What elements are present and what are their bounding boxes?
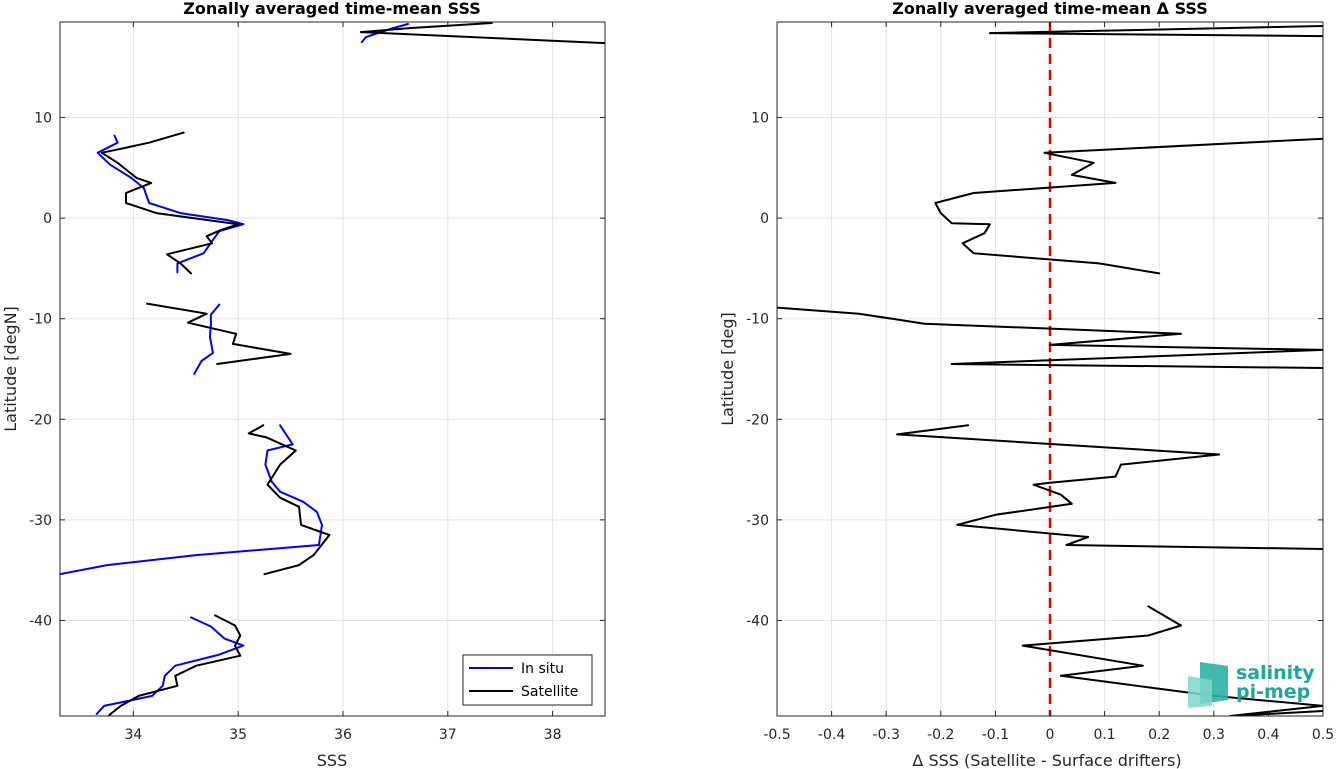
right-x-tick-label: 0.4 bbox=[1257, 727, 1279, 743]
left-series-satellite-segment-1 bbox=[100, 131, 240, 275]
left-y-axis-label: Latitude [degN] bbox=[1, 306, 20, 432]
left-y-tick-label: -30 bbox=[29, 513, 52, 529]
left-series-in-situ-segment-4 bbox=[95, 616, 245, 715]
right-series-delta-sss-segment-3 bbox=[896, 424, 1323, 550]
left-y-tick-label: -40 bbox=[29, 613, 52, 629]
logo-line1: salinity bbox=[1236, 662, 1315, 684]
legend-satellite-label: Satellite bbox=[521, 684, 578, 700]
left-plot-area bbox=[60, 22, 605, 716]
left-series-in-situ-segment-2 bbox=[193, 303, 221, 375]
right-series-delta-sss-segment-1 bbox=[934, 137, 1323, 275]
logo-wave-icon bbox=[1188, 676, 1212, 708]
right-chart-title: Zonally averaged time-mean Δ SSS bbox=[892, 0, 1208, 18]
right-x-tick-label: -0.2 bbox=[927, 727, 954, 743]
right-y-tick-label: -40 bbox=[746, 613, 769, 629]
left-axes-frame bbox=[59, 21, 606, 717]
left-series-satellite-segment-0 bbox=[359, 22, 605, 45]
left-series-satellite-segment-2 bbox=[146, 302, 292, 365]
left-x-tick-label: 36 bbox=[334, 727, 352, 743]
left-y-tick-label: 10 bbox=[34, 111, 52, 127]
salinity-pimep-logo: salinity pi-mep bbox=[1188, 662, 1315, 708]
right-chart: -0.5 -0.4 -0.3 -0.2 -0.1 0 0.1 0.2 0.3 0.4 0.5 -40 -… bbox=[718, 0, 1334, 769]
left-chart-title: Zonally averaged time-mean SSS bbox=[183, 0, 481, 18]
legend: In situ Satellite bbox=[462, 654, 593, 706]
left-y-tick-label: 0 bbox=[43, 211, 52, 227]
right-y-tick-label: -20 bbox=[746, 412, 769, 428]
left-x-tick-label: 38 bbox=[544, 727, 562, 743]
left-series-satellite-segment-3 bbox=[247, 424, 331, 576]
right-x-tick-label: 0.5 bbox=[1312, 727, 1334, 743]
right-x-tick-label: -0.5 bbox=[763, 727, 790, 743]
right-x-tick-label: -0.4 bbox=[818, 727, 845, 743]
legend-in-situ-label: In situ bbox=[521, 661, 564, 677]
right-x-tick-label: -0.1 bbox=[982, 727, 1009, 743]
left-x-axis-label: SSS bbox=[317, 751, 347, 769]
right-x-tick-label: 0 bbox=[1046, 727, 1055, 743]
left-y-tick-label: -20 bbox=[29, 412, 52, 428]
right-x-tick-label: 0.3 bbox=[1203, 727, 1225, 743]
right-y-axis-label: Latitude [deg] bbox=[718, 312, 737, 426]
logo-line2: pi-mep bbox=[1236, 681, 1310, 703]
left-x-tick-label: 35 bbox=[229, 727, 247, 743]
left-series-in-situ-segment-3 bbox=[60, 424, 323, 576]
right-y-tick-label: -10 bbox=[746, 312, 769, 328]
left-x-tick-label: 34 bbox=[124, 727, 142, 743]
right-series-delta-sss-segment-0 bbox=[988, 25, 1323, 38]
legend-box bbox=[462, 654, 593, 706]
right-series-delta-sss-segment-4 bbox=[1021, 605, 1323, 716]
right-x-tick-label: 0.2 bbox=[1148, 727, 1170, 743]
right-x-tick-label: -0.3 bbox=[873, 727, 900, 743]
left-series-satellite-segment-4 bbox=[108, 614, 242, 716]
right-x-tick-label: 0.1 bbox=[1093, 727, 1115, 743]
right-x-axis-label: Δ SSS (Satellite - Surface drifters) bbox=[912, 751, 1181, 769]
left-x-tick-label: 37 bbox=[439, 727, 457, 743]
left-y-tick-label: -10 bbox=[29, 312, 52, 328]
left-chart: 34 35 36 37 38 -40 -30 -20 -10 0 10 Zonally averag… bbox=[1, 0, 606, 769]
right-y-tick-label: -30 bbox=[746, 513, 769, 529]
left-series-in-situ-segment-1 bbox=[96, 134, 245, 274]
right-y-tick-label: 0 bbox=[760, 211, 769, 227]
right-series-delta-sss-segment-2 bbox=[777, 306, 1323, 369]
right-y-tick-label: 10 bbox=[751, 111, 769, 127]
